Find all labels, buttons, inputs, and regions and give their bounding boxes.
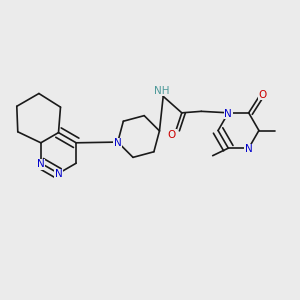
Text: NH: NH (154, 86, 170, 96)
Text: O: O (259, 90, 267, 100)
Text: N: N (224, 109, 232, 119)
Text: N: N (37, 159, 45, 169)
Text: N: N (114, 138, 122, 148)
Text: O: O (168, 130, 176, 140)
Text: N: N (245, 144, 253, 154)
Text: N: N (55, 169, 62, 179)
